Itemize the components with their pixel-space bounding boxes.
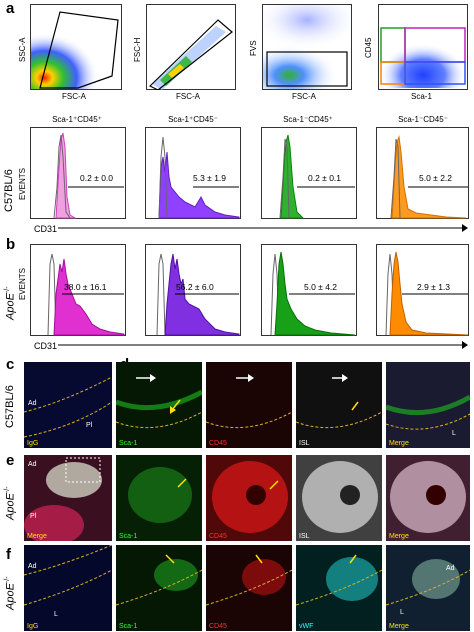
col-header-1: Sca-1⁺CD45⁺: [52, 115, 102, 124]
gate1-y-label: SSC-A: [18, 37, 27, 62]
gate4-x-label: Sca-1: [411, 92, 432, 101]
row2-events-label: EVENTS: [18, 267, 27, 300]
hist-row1-col4: [376, 127, 469, 219]
stat-row1-col1: 0.2 ± 0.0: [80, 173, 114, 183]
micro-d-merge: L Merge: [386, 362, 470, 448]
hist-row1-col3: [261, 127, 357, 219]
stat-row2-col2: 56.2 ± 6.0: [176, 282, 214, 292]
col-header-2: Sca-1⁺CD45⁻: [168, 115, 218, 124]
gate2-x-label: FSC-A: [176, 92, 200, 101]
stat-row1-col4: 5.0 ± 2.2: [419, 173, 453, 183]
stat-row1-col3: 0.2 ± 0.1: [308, 173, 342, 183]
row1-x-arrow: [58, 224, 468, 232]
gate2-polygon: [148, 19, 233, 90]
col-header-4: Sca-1⁻CD45⁻: [398, 115, 448, 124]
panel-label-a: a: [6, 0, 15, 17]
row2-x-arrow: [58, 341, 468, 349]
micro-c-igg: Ad Pl IgG: [24, 362, 112, 448]
gate2-scatter-plot: [146, 4, 236, 90]
hist-row1-col1: [30, 127, 126, 219]
micro-f-cd45: CD45: [206, 545, 292, 631]
row1-x-label: CD31: [34, 224, 58, 234]
gate1-polygon: [39, 11, 119, 89]
hist-row2-col3: [261, 244, 357, 336]
row-c-label: C57BL/6: [4, 385, 16, 428]
gate3-x-label: FSC-A: [292, 92, 316, 101]
stat-row2-col3: 5.0 ± 4.2: [304, 282, 338, 292]
micro-e-merge-2: Merge: [386, 455, 470, 541]
row-f-label: ApoE-/-: [4, 576, 17, 610]
panel-label-c: c: [6, 356, 15, 373]
micro-d-isl: ISL: [296, 362, 382, 448]
panel-label-f: f: [6, 546, 11, 563]
row1-strain-label: C57BL/6: [3, 169, 15, 212]
gate4-scatter-plot: [378, 4, 468, 90]
row2-strain-label: ApoE-/-: [4, 286, 17, 320]
row-e-label: ApoE-/-: [4, 486, 17, 520]
gate1-scatter-plot: [30, 4, 122, 90]
micro-d-sca1: Sca-1: [116, 362, 202, 448]
hist-row2-col4: [376, 244, 469, 336]
micro-e-sca1: Sca-1: [116, 455, 202, 541]
gate3-rect: [266, 51, 348, 87]
stat-row2-col4: 2.9 ± 1.3: [417, 282, 451, 292]
micro-e-cd45: CD45: [206, 455, 292, 541]
micro-e-isl: ISL: [296, 455, 382, 541]
micro-f-igg: Ad L IgG: [24, 545, 112, 631]
stat-row2-col1: 38.0 ± 16.1: [64, 282, 107, 292]
col-header-3: Sca-1⁻CD45⁺: [283, 115, 333, 124]
hist-row2-col2: [145, 244, 241, 336]
micro-d-cd45: CD45: [206, 362, 292, 448]
gate2-y-label: FSC-H: [133, 37, 142, 62]
panel-label-e: e: [6, 452, 15, 469]
stat-row1-col2: 5.3 ± 1.9: [193, 173, 227, 183]
hist-row1-col2: [145, 127, 241, 219]
micro-e-merge: Ad Pl Merge: [24, 455, 112, 541]
gate3-y-label: FVS: [249, 40, 258, 56]
row2-x-label: CD31: [34, 341, 58, 351]
gate4-y-label: CD45: [364, 37, 373, 58]
micro-f-vwf: vWF: [296, 545, 382, 631]
hist-row2-col1: [30, 244, 126, 336]
gate1-x-label: FSC-A: [62, 92, 86, 101]
micro-f-merge: Ad L Merge: [386, 545, 470, 631]
gate3-scatter-plot: [262, 4, 352, 90]
gate4-blue-gate: [404, 61, 466, 85]
row1-events-label: EVENTS: [18, 167, 27, 200]
micro-f-sca1: Sca-1: [116, 545, 202, 631]
panel-label-b: b: [6, 236, 16, 253]
